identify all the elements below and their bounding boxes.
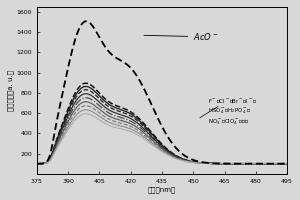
Y-axis label: 荧光强度（a. u.）: 荧光强度（a. u.） [7,70,14,111]
Text: F$^-$、Cl$^-$、Br$^-$、I$^-$，
HSO$_4^-$、H$_2$PO$_4^-$，
NO$_3^-$、ClO$_4^-$、空白: F$^-$、Cl$^-$、Br$^-$、I$^-$， HSO$_4^-$、H$_… [208,98,257,127]
X-axis label: 波长（nm）: 波长（nm） [148,186,176,193]
Text: $AcO^-$: $AcO^-$ [144,31,219,42]
